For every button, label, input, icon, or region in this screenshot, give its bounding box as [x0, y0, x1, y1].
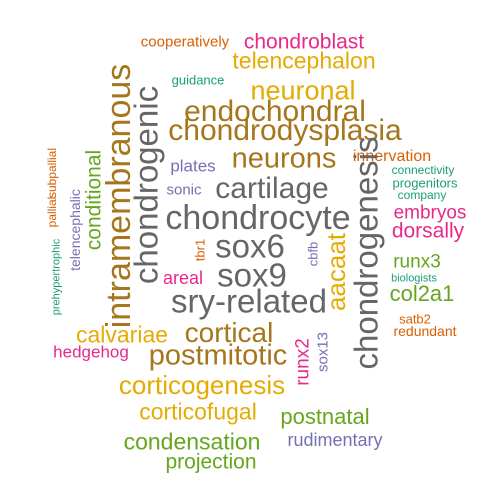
word-corticofugal: corticofugal: [139, 398, 257, 425]
word-chondrogenic: chondrogenic: [127, 85, 165, 285]
word-telencephalic: telencephalic: [67, 189, 83, 271]
word-hedgehog: hedgehog: [53, 342, 129, 362]
word-areal: areal: [162, 268, 204, 288]
word-chondrogenesis: chondrogenesis: [347, 136, 385, 370]
word-cortical: cortical: [184, 317, 274, 348]
word-chondroblast: chondroblast: [243, 30, 365, 54]
word-embryos: embryos: [393, 202, 467, 224]
word-company: company: [397, 188, 447, 202]
word-plates: plates: [170, 156, 216, 176]
word-prehypertrophic: prehypertrophic: [50, 238, 63, 316]
word-runx2: runx2: [292, 338, 314, 386]
word-biologists: biologists: [391, 272, 437, 285]
word-dorsally: dorsally: [391, 219, 465, 243]
word-conditional: conditional: [82, 149, 106, 251]
word-postnatal: postnatal: [280, 404, 370, 429]
word-aacaat: aacaat: [321, 232, 351, 312]
word-sox9: sox9: [217, 256, 287, 294]
word-progenitors: progenitors: [392, 175, 458, 191]
word-rudimentary: rudimentary: [287, 430, 383, 450]
word-cartilage: cartilage: [215, 172, 329, 205]
word-redundant: redundant: [393, 323, 457, 339]
word-innervation: innervation: [352, 148, 432, 165]
word-condensation: condensation: [123, 428, 261, 455]
word-endochondral: endochondral: [184, 95, 366, 128]
word-sonic: sonic: [166, 181, 202, 199]
word-sox13: sox13: [314, 331, 332, 373]
word-projection: projection: [165, 450, 257, 474]
word-corticogenesis: corticogenesis: [118, 370, 286, 400]
word-pallial: pallial: [45, 196, 59, 228]
word-runx3: runx3: [393, 251, 441, 273]
word-chondrodysplasia: chondrodysplasia: [168, 114, 402, 147]
word-guidance: guidance: [171, 72, 225, 88]
word-neurons: neurons: [231, 142, 337, 175]
word-postmitotic: postmitotic: [148, 339, 288, 372]
word-chondrocyte: chondrocyte: [165, 199, 351, 237]
word-calvariae: calvariae: [75, 321, 169, 348]
word-sox6: sox6: [215, 227, 285, 265]
word-telencephalon: telencephalon: [232, 47, 376, 74]
word-col2a1: col2a1: [389, 281, 455, 306]
word-connectivity: connectivity: [391, 163, 455, 177]
word-sry-related: sry-related: [171, 282, 327, 320]
word-subpallial: subpallial: [45, 147, 59, 199]
word-satb2: satb2: [399, 311, 431, 327]
word-cooperatively: cooperatively: [140, 33, 230, 51]
word-cbfb: cbfb: [305, 241, 321, 267]
word-tbr1: tbr1: [192, 238, 208, 262]
word-neuronal: neuronal: [250, 75, 356, 106]
